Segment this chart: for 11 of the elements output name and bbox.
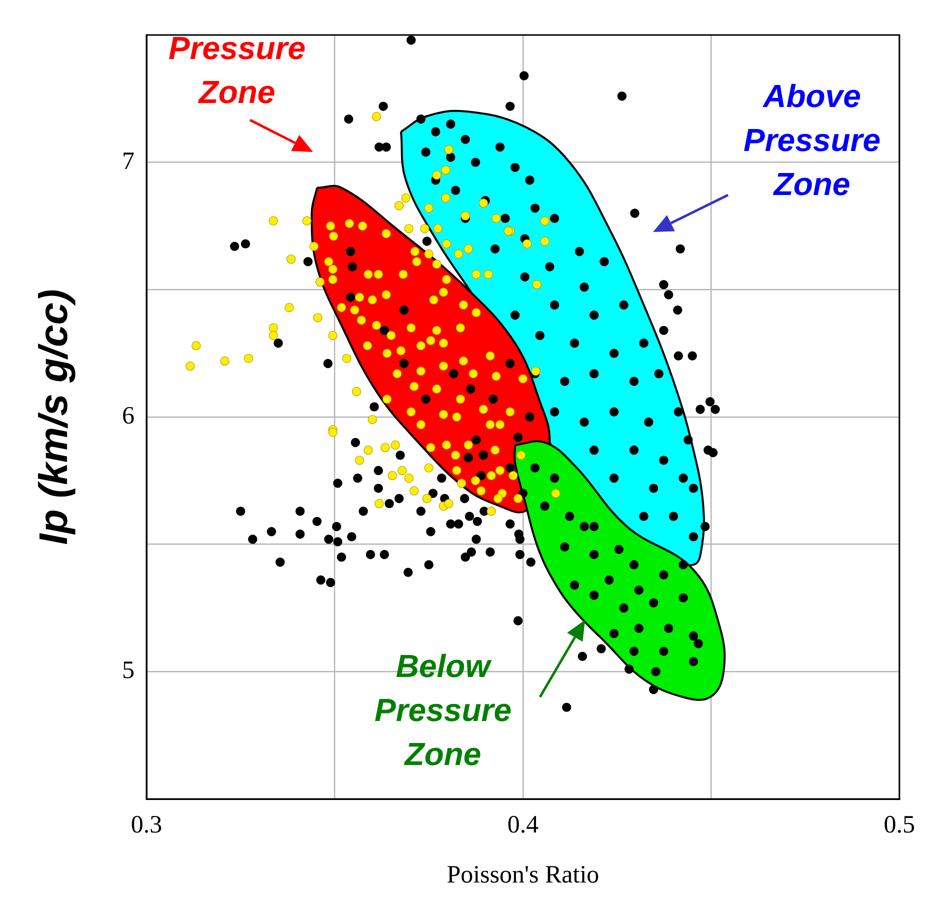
annotation: Below Pressure Zone bbox=[374, 647, 512, 774]
y-axis-title: Ip (km/s g/cc) bbox=[32, 289, 76, 545]
y-tick-label: 7 bbox=[122, 148, 134, 175]
y-tick-label: 5 bbox=[122, 657, 134, 684]
annotation: Above Pressure Zone bbox=[742, 77, 882, 204]
x-axis-title: Poisson's Ratio bbox=[446, 862, 600, 889]
y-tick-label: 6 bbox=[122, 402, 134, 430]
x-tick-label: 0.5 bbox=[884, 812, 915, 839]
x-tick-label: 0.3 bbox=[130, 812, 162, 839]
annotation: Pressure Zone bbox=[168, 29, 306, 112]
x-tick-label: 0.4 bbox=[507, 812, 540, 839]
